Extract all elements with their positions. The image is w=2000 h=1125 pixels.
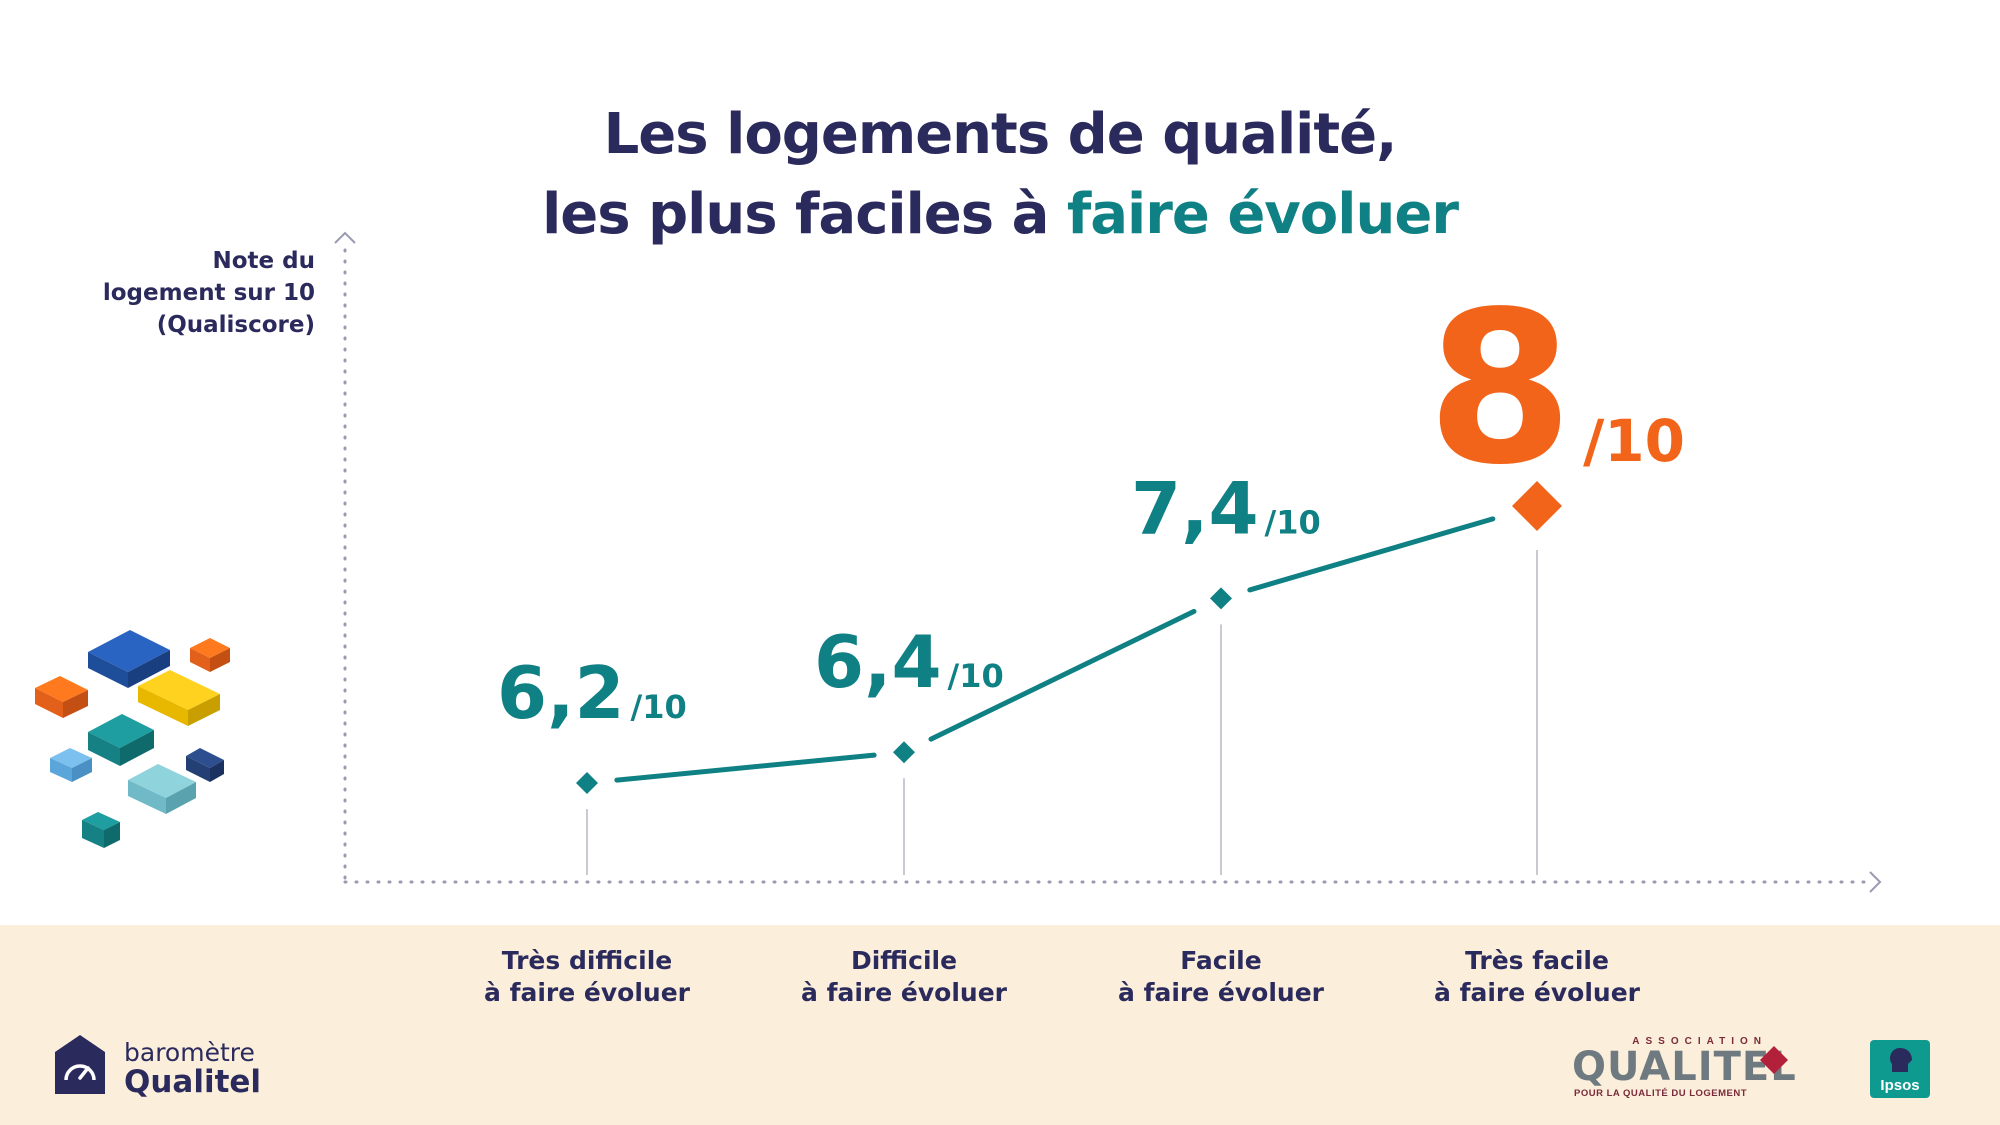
category-label: Très facile à faire évoluer [1387,945,1687,1009]
brick-icon [88,714,154,766]
title-line-2-prefix: les plus faciles à [542,182,1067,247]
association-word: ASSOCIATION [1632,1036,1767,1047]
category-label-line: Difficile [850,946,958,975]
data-point-marker [893,741,915,764]
data-point-marker [576,772,598,794]
brick-icon [88,630,170,688]
association-qualitel-logo: ASSOCIATION QUALITEL POUR LA QUALITÉ DU … [1572,1036,1802,1099]
bricks-illustration [35,630,230,848]
page-title: Les logements de qualité, les plus facil… [0,95,2000,255]
footer-band [0,925,2000,1125]
data-value-label: 6,4/10 [814,620,1004,704]
data-value-label: 8/10 [1427,266,1685,511]
title-line-1: Les logements de qualité, [603,102,1398,167]
y-axis-label: Note du logement sur 10 (Qualiscore) [60,245,315,341]
y-axis-label-line: Note du [212,248,316,274]
y-axis-arrow [334,231,356,244]
brick-icon [186,748,224,782]
ipsos-head-icon [1890,1048,1912,1072]
data-value-label: 6,2/10 [497,651,687,735]
series-line-segment [614,752,877,783]
data-point-marker [1512,481,1562,531]
category-label-line: à faire évoluer [1434,978,1640,1007]
brick-icon [35,676,88,718]
category-label: Difficile à faire évoluer [754,945,1054,1009]
brick-icon [190,638,230,672]
brick-icon [50,748,92,782]
ipsos-logo: Ipsos [1870,1040,1930,1098]
category-label-line: à faire évoluer [484,978,690,1007]
qualitel-name: QUALITEL [1572,1044,1797,1090]
category-label-line: à faire évoluer [1118,978,1324,1007]
series-line-segment [928,608,1197,742]
y-axis-label-line: logement sur 10 [102,280,315,306]
y-axis-label-line: (Qualiscore) [156,312,315,338]
association-tagline: POUR LA QUALITÉ DU LOGEMENT [1574,1088,1748,1099]
x-axis-arrow [1869,871,1882,893]
line-chart: 6,2/10 6,4/10 7,4/10 8/10 [334,231,1882,893]
diamond-icon [1760,1046,1788,1074]
brick-icon [138,670,220,726]
category-label-line: à faire évoluer [801,978,1007,1007]
title-line-2-accent: faire évoluer [1066,182,1459,247]
brick-icon [128,764,196,814]
brick-icon [82,812,120,848]
data-point-marker [1210,587,1232,610]
category-label-line: Très facile [1465,946,1609,975]
category-label: Facile à faire évoluer [1071,945,1371,1009]
series-line-segment [1247,516,1496,593]
house-gauge-icon [55,1035,105,1094]
data-value-label: 7,4/10 [1131,466,1321,550]
title-line-2: les plus faciles à faire évoluer [0,175,2000,255]
category-label: Très difficile à faire évoluer [437,945,737,1009]
qualitel-word: Qualitel [124,1064,262,1100]
ipsos-word: Ipsos [1880,1077,1920,1094]
category-label-line: Très difficile [501,946,673,975]
barometre-word: baromètre [124,1038,255,1067]
category-label-line: Facile [1180,946,1262,975]
